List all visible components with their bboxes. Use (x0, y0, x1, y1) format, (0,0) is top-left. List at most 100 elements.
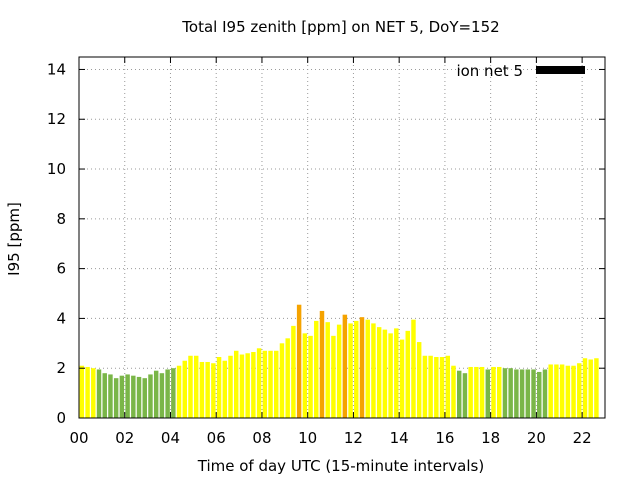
bar-2000 (537, 371, 542, 418)
bar-0200 (125, 374, 130, 418)
bar-1130 (342, 314, 348, 418)
bar-0630 (228, 355, 233, 418)
bar-0700 (239, 354, 245, 418)
x-tick-label: 18 (481, 429, 500, 447)
bar-0000 (79, 365, 85, 418)
bar-1630 (456, 370, 462, 418)
bar-0100 (102, 373, 107, 418)
bar-0245 (142, 378, 147, 418)
bar-2100 (559, 364, 565, 418)
bar-0445 (188, 355, 193, 418)
bar-0515 (199, 361, 205, 418)
grid (79, 57, 605, 418)
bar-0130 (113, 378, 119, 418)
bar-1415 (405, 330, 410, 418)
x-axis-label: Time of day UTC (15-minute intervals) (197, 457, 484, 475)
bar-1400 (399, 339, 405, 418)
bar-1515 (428, 355, 433, 418)
bar-1000 (308, 335, 313, 418)
bar-1800 (491, 366, 496, 418)
bar-2045 (554, 364, 559, 418)
bar-1115 (336, 324, 342, 418)
bar-0900 (285, 338, 290, 418)
bar-0930 (296, 304, 302, 418)
x-tick-label: 00 (69, 429, 88, 447)
bar-0945 (302, 333, 308, 418)
bar-1745 (485, 369, 491, 418)
bar-1945 (531, 369, 536, 418)
bar-1230 (365, 319, 370, 418)
bar-0745 (256, 348, 262, 418)
bar-0815 (268, 350, 273, 418)
bar-1030 (319, 310, 325, 418)
bar-1430 (411, 319, 416, 418)
plot-frame (78, 56, 606, 419)
bar-1615 (451, 365, 456, 418)
y-tick-label: 10 (47, 160, 66, 178)
bar-1145 (348, 323, 353, 418)
bar-1015 (314, 320, 319, 418)
bar-1330 (388, 333, 393, 418)
bars (79, 304, 599, 418)
bar-0845 (279, 343, 285, 418)
bar-1845 (508, 368, 513, 418)
bar-1100 (331, 335, 336, 418)
legend: ion net 5 (456, 62, 585, 80)
bar-0915 (291, 325, 296, 418)
bar-1245 (371, 323, 376, 418)
bar-0730 (251, 352, 256, 418)
bar-0400 (171, 368, 176, 418)
bar-0230 (136, 376, 142, 418)
x-tick-label: 10 (298, 429, 317, 447)
bar-0315 (153, 370, 159, 418)
y-tick-label: 8 (56, 210, 66, 228)
bar-0145 (119, 375, 125, 418)
bar-0045 (96, 369, 102, 418)
x-tick-label: 16 (435, 429, 454, 447)
bar-2230 (594, 358, 599, 418)
bar-0545 (211, 363, 216, 418)
bar-2200 (582, 358, 588, 418)
bar-0430 (182, 360, 187, 418)
x-tick-label: 06 (207, 429, 226, 447)
bar-1900 (514, 369, 519, 418)
y-tick-label: 12 (47, 110, 66, 128)
bar-2015 (542, 369, 548, 418)
bar-1345 (394, 328, 399, 418)
bar-2215 (588, 359, 593, 418)
bar-1715 (474, 366, 479, 418)
legend-label: ion net 5 (456, 62, 523, 80)
bar-0500 (193, 355, 199, 418)
y-tick-label: 2 (56, 359, 66, 377)
x-tick-label: 14 (390, 429, 409, 447)
bar-0015 (85, 366, 90, 418)
bar-0330 (159, 373, 165, 418)
bar-0530 (205, 361, 210, 418)
bar-1300 (376, 327, 382, 418)
x-tick-label: 22 (573, 429, 592, 447)
bar-2030 (548, 364, 553, 418)
legend-swatch (536, 66, 585, 74)
bar-0345 (165, 369, 170, 418)
y-tick-label: 14 (47, 60, 66, 78)
x-tick-label: 08 (252, 429, 271, 447)
bar-1045 (325, 322, 330, 418)
bar-1530 (434, 357, 439, 418)
bar-2115 (565, 365, 571, 418)
bar-0415 (176, 365, 182, 418)
bar-0030 (91, 368, 96, 418)
x-tick-label: 20 (527, 429, 546, 447)
bar-1215 (359, 317, 365, 418)
bar-1500 (422, 355, 428, 418)
y-tick-label: 4 (56, 309, 66, 327)
chart-title: Total I95 zenith [ppm] on NET 5, DoY=152 (181, 18, 499, 36)
bar-0830 (274, 350, 279, 418)
bar-0715 (245, 353, 250, 418)
bar-1930 (525, 369, 531, 418)
bar-1200 (354, 320, 359, 418)
y-tick-label: 6 (56, 260, 66, 278)
bar-1445 (416, 342, 422, 418)
bar-2145 (577, 363, 582, 418)
bar-0115 (108, 374, 113, 418)
